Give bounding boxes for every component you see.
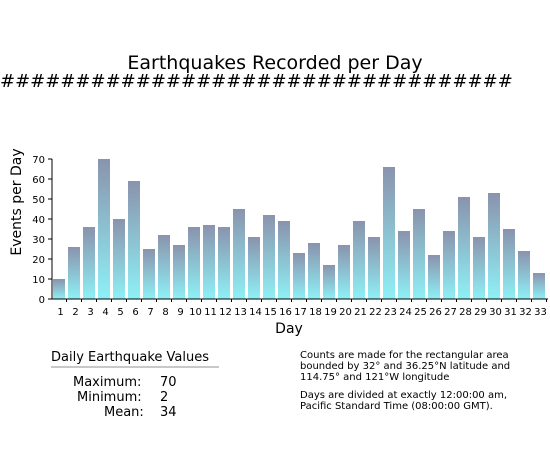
bar-day-23 [383, 167, 395, 299]
x-tick-label: 7 [147, 307, 153, 318]
bar-day-19 [323, 265, 335, 299]
bar-day-3 [83, 227, 95, 299]
y-tick-label: 50 [32, 195, 45, 206]
bar-day-7 [143, 249, 155, 299]
stat-mean-label: Mean: [104, 405, 144, 420]
y-tick-label: 10 [32, 275, 45, 286]
x-tick-label: 13 [234, 307, 247, 318]
x-tick-label: 20 [339, 307, 352, 318]
x-tick-label: 27 [444, 307, 457, 318]
x-tick-label: 23 [384, 307, 397, 318]
chart-title: Earthquakes Recorded per Day [127, 52, 423, 74]
x-axis-label: Day [275, 321, 303, 337]
bar-day-13 [233, 209, 245, 299]
stat-max-value: 70 [160, 375, 177, 390]
time-note-text: Days are divided at exactly 12:00:00 am,… [300, 390, 508, 412]
x-tick-label: 5 [117, 307, 123, 318]
x-tick-label: 25 [414, 307, 427, 318]
region-note-text: Counts are made for the rectangular area… [300, 350, 511, 383]
bar-day-21 [353, 221, 365, 299]
x-tick-label: 2 [72, 307, 78, 318]
x-tick-label: 31 [504, 307, 517, 318]
bar-day-4 [98, 159, 110, 299]
x-tick-label: 16 [279, 307, 292, 318]
bar-day-32 [518, 251, 530, 299]
bar-day-30 [488, 193, 500, 299]
bar-day-9 [173, 245, 185, 299]
x-tick-label: 4 [102, 307, 108, 318]
bar-day-26 [428, 255, 440, 299]
y-tick-label: 60 [32, 175, 45, 186]
x-tick-label: 1 [57, 307, 63, 318]
x-tick-label: 12 [219, 307, 232, 318]
x-tick-label: 29 [474, 307, 487, 318]
bar-day-16 [278, 221, 290, 299]
y-tick-label: 20 [32, 255, 45, 266]
bar-day-18 [308, 243, 320, 299]
time-note: Days are divided at exactly 12:00:00 am,… [300, 390, 540, 412]
x-tick-label: 30 [489, 307, 502, 318]
bar-day-5 [113, 219, 125, 299]
stat-min-value: 2 [160, 390, 169, 405]
region-note: Counts are made for the rectangular area… [300, 350, 540, 383]
x-tick-label: 3 [87, 307, 93, 318]
bar-day-8 [158, 235, 170, 299]
bar-day-29 [473, 237, 485, 299]
bar-day-6 [128, 181, 140, 299]
y-axis-label: Events per Day [9, 148, 25, 255]
bar-day-33 [533, 273, 545, 299]
y-tick-label: 40 [32, 215, 45, 226]
bar-day-20 [338, 245, 350, 299]
stats-title: Daily Earthquake Values [51, 350, 210, 365]
y-tick-label: 30 [32, 235, 45, 246]
bar-day-14 [248, 237, 260, 299]
bar-day-25 [413, 209, 425, 299]
x-tick-label: 32 [519, 307, 532, 318]
x-tick-label: 21 [354, 307, 367, 318]
bar-day-10 [188, 227, 200, 299]
x-tick-label: 9 [177, 307, 183, 318]
stat-min-label: Minimum: [77, 390, 142, 405]
y-tick-label: 0 [39, 295, 45, 306]
x-tick-label: 24 [399, 307, 412, 318]
bar-day-24 [398, 231, 410, 299]
x-tick-label: 8 [162, 307, 168, 318]
bar-day-28 [458, 197, 470, 299]
bar-day-12 [218, 227, 230, 299]
x-tick-label: 15 [264, 307, 277, 318]
chart-subtitle: ################################## [0, 71, 513, 92]
x-tick-label: 33 [534, 307, 547, 318]
x-tick-label: 26 [429, 307, 442, 318]
bar-day-11 [203, 225, 215, 299]
bar-day-22 [368, 237, 380, 299]
bar-day-2 [68, 247, 80, 299]
x-tick-label: 10 [189, 307, 202, 318]
x-tick-label: 19 [324, 307, 337, 318]
x-tick-label: 22 [369, 307, 382, 318]
bar-day-31 [503, 229, 515, 299]
y-tick-label: 70 [32, 155, 45, 166]
stat-max-label: Maximum: [73, 375, 142, 390]
bar-day-15 [263, 215, 275, 299]
stats-divider [51, 366, 219, 368]
x-tick-label: 28 [459, 307, 472, 318]
x-tick-label: 6 [132, 307, 138, 318]
x-tick-label: 18 [309, 307, 322, 318]
bar-day-27 [443, 231, 455, 299]
x-tick-label: 17 [294, 307, 307, 318]
x-tick-label: 11 [204, 307, 217, 318]
bars-group [53, 159, 545, 299]
x-tick-label: 14 [249, 307, 262, 318]
stat-mean-value: 34 [160, 405, 177, 420]
bar-day-17 [293, 253, 305, 299]
bar-day-1 [53, 279, 65, 299]
